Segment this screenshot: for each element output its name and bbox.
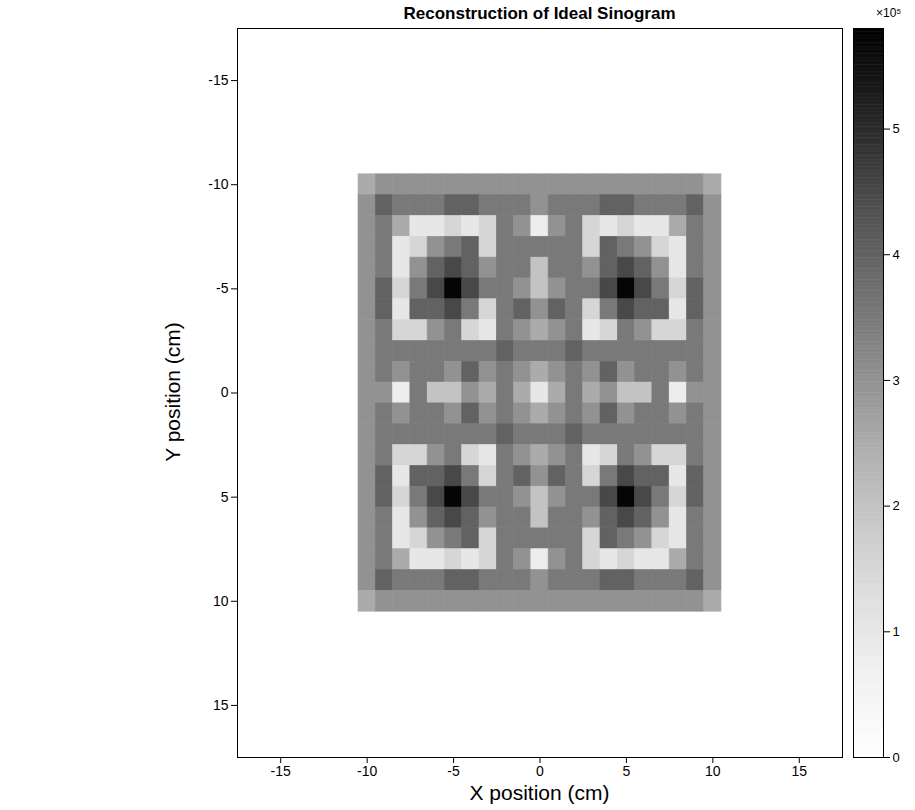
svg-text:2: 2 bbox=[893, 498, 900, 513]
svg-text:10: 10 bbox=[705, 763, 721, 779]
svg-text:3: 3 bbox=[893, 373, 900, 388]
svg-text:5: 5 bbox=[221, 489, 229, 505]
html-text:Y position (cm): Y position (cm) bbox=[160, 322, 184, 462]
svg-text:0: 0 bbox=[536, 763, 544, 779]
svg-text:-5: -5 bbox=[216, 280, 229, 296]
svg-text:-5: -5 bbox=[447, 763, 460, 779]
svg-text:-15: -15 bbox=[271, 763, 291, 779]
svg-text:0: 0 bbox=[893, 750, 900, 765]
svg-text:5: 5 bbox=[893, 121, 900, 136]
html-text:X position (cm): X position (cm) bbox=[469, 781, 610, 804]
svg-text:15: 15 bbox=[213, 697, 229, 713]
svg-text:15: 15 bbox=[791, 763, 807, 779]
html-text:Reconstruction of Ideal Sinogr: Reconstruction of Ideal Sinogram bbox=[403, 4, 676, 23]
svg-text:-10: -10 bbox=[208, 176, 228, 192]
html-text:×10⁵: ×10⁵ bbox=[876, 6, 902, 20]
svg-text:5: 5 bbox=[623, 763, 631, 779]
svg-text:0: 0 bbox=[221, 384, 229, 400]
svg-text:10: 10 bbox=[213, 593, 229, 609]
svg-text:4: 4 bbox=[893, 247, 900, 262]
svg-text:-15: -15 bbox=[208, 72, 228, 88]
svg-text:-10: -10 bbox=[357, 763, 377, 779]
svg-text:1: 1 bbox=[893, 624, 900, 639]
